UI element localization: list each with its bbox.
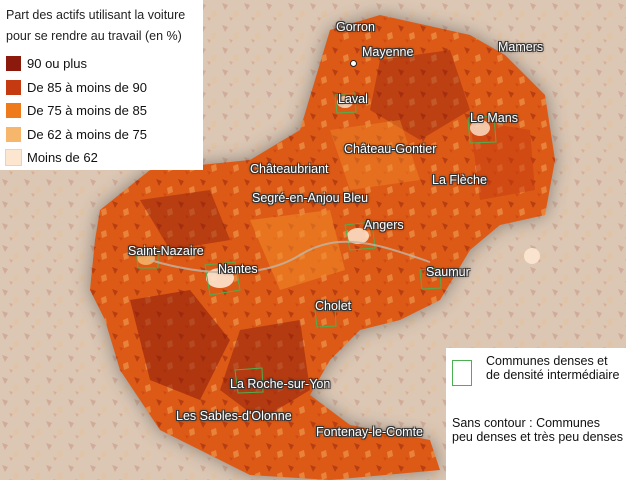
dense-contour-swatch: [452, 360, 472, 386]
city-label-angers: Angers: [364, 218, 404, 232]
legend-label: Moins de 62: [27, 150, 98, 165]
city-label-les-sables: Les Sables-d'Olonne: [176, 409, 292, 423]
legend-swatch: [6, 127, 21, 142]
legend-item: De 75 à moins de 85: [6, 102, 147, 119]
legend-label: De 85 à moins de 90: [27, 80, 147, 95]
legend-swatch: [6, 80, 21, 95]
contour-legend-panel: Communes denses et de densité intermédia…: [446, 348, 626, 480]
city-label-mamers: Mamers: [498, 40, 544, 54]
city-label-la-fleche: La Flèche: [432, 173, 487, 187]
city-label-mayenne: Mayenne: [362, 45, 414, 59]
city-label-gorron: Gorron: [336, 20, 375, 34]
city-label-saint-nazaire: Saint-Nazaire: [128, 244, 204, 258]
legend-item: De 62 à moins de 75: [6, 126, 147, 143]
city-label-cholet: Cholet: [315, 299, 352, 313]
city-label-fontenay: Fontenay-le-Comte: [316, 425, 423, 439]
legend-swatch: [6, 56, 21, 71]
legend-title: Part des actifs utilisant la voiture pou…: [6, 8, 186, 43]
sparse-contour-label: Sans contour : Communes peu denses et tr…: [452, 416, 623, 444]
legend-item: De 85 à moins de 90: [6, 79, 147, 96]
legend-item: Moins de 62: [5, 149, 98, 166]
city-label-la-roche-sur-yon: La Roche-sur-Yon: [230, 377, 331, 391]
city-label-le-mans: Le Mans: [470, 111, 518, 125]
dense-contour-label: Communes denses et de densité intermédia…: [486, 354, 620, 382]
legend-label: De 62 à moins de 75: [27, 127, 147, 142]
legend-swatch: [6, 103, 21, 118]
legend-swatch: [5, 149, 22, 166]
city-label-chateaubriant: Châteaubriant: [250, 162, 329, 176]
city-label-laval: Laval: [338, 92, 368, 106]
legend-label: De 75 à moins de 85: [27, 103, 147, 118]
legend-label: 90 ou plus: [27, 56, 87, 71]
city-label-chateau-gontier: Château-Gontier: [344, 142, 437, 156]
city-label-segre: Segré-en-Anjou Bleu: [252, 191, 369, 205]
city-label-saumur: Saumur: [426, 265, 470, 279]
city-dot: [350, 60, 357, 67]
city-label-nantes: Nantes: [218, 262, 258, 276]
legend-panel: Part des actifs utilisant la voiture pou…: [0, 0, 203, 170]
legend-item: 90 ou plus: [6, 55, 87, 72]
